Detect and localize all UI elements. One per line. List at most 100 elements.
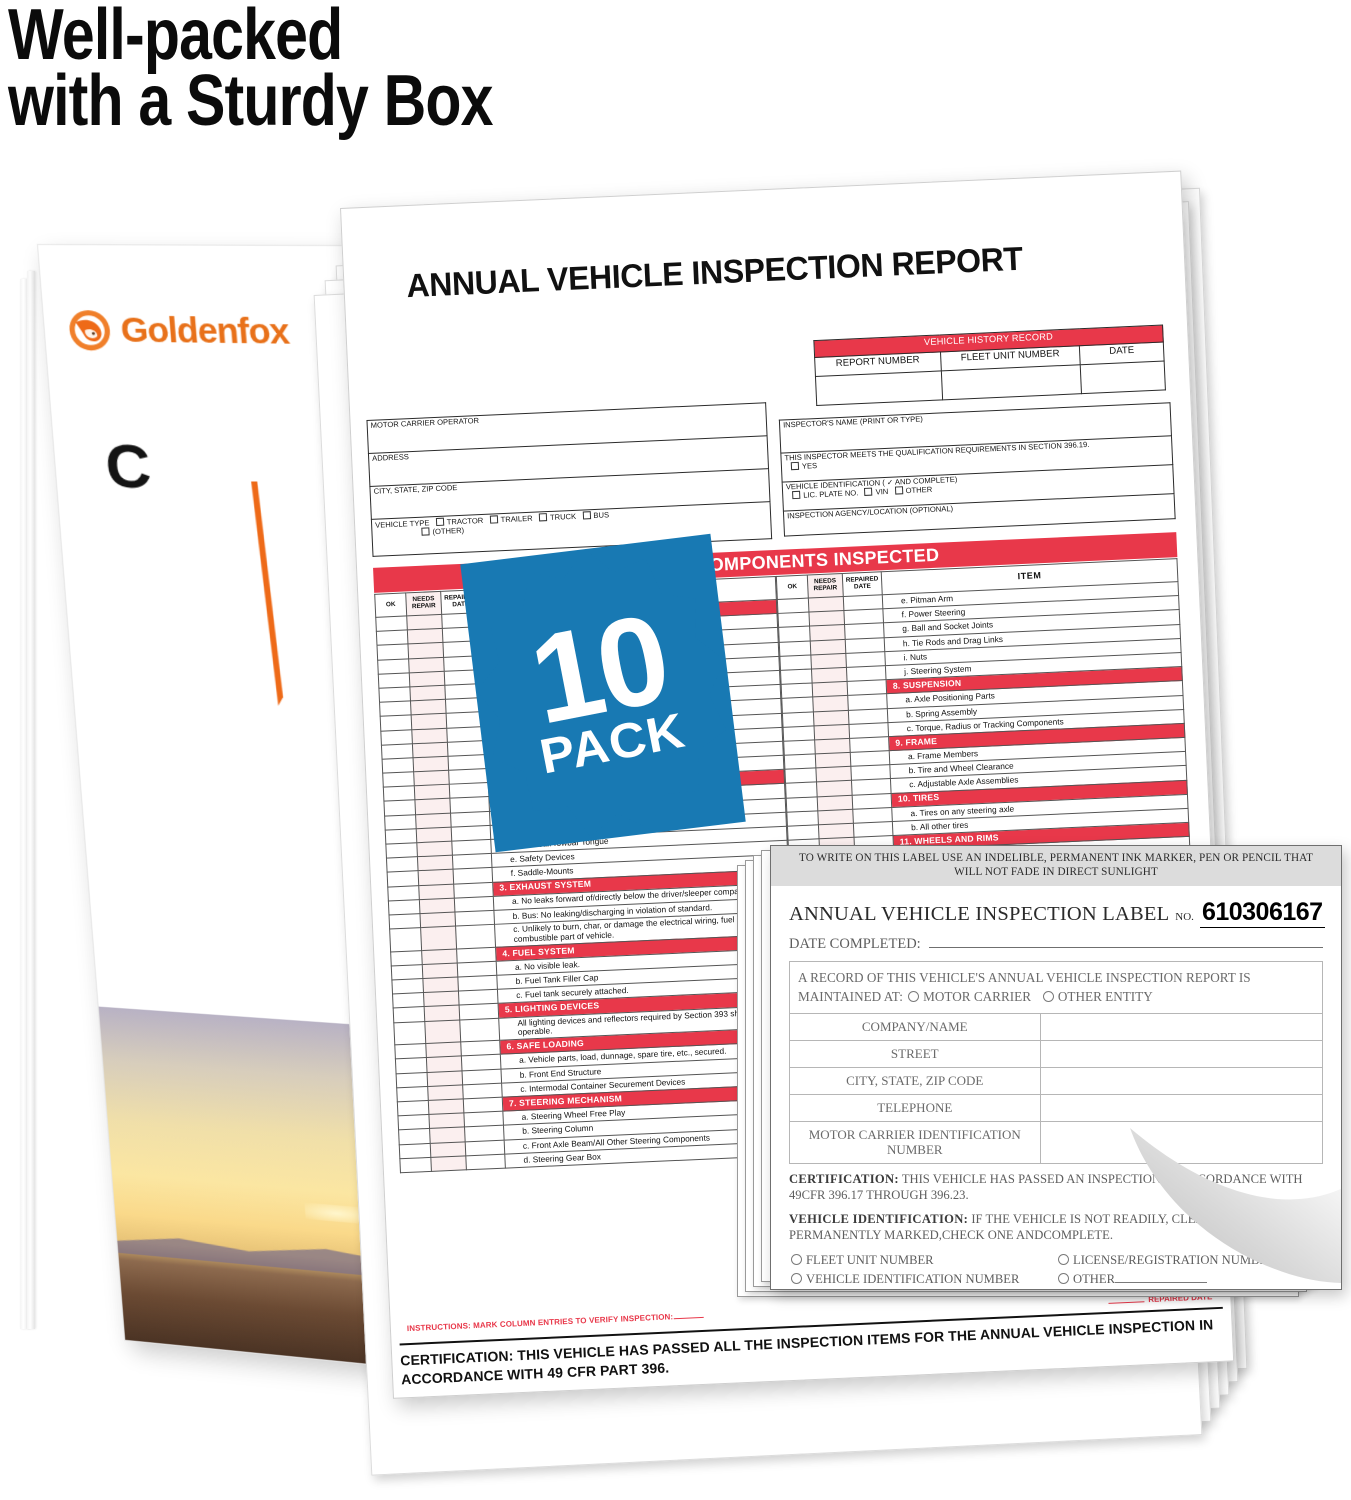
cell-ok[interactable] <box>393 1006 425 1023</box>
cell-ok[interactable] <box>393 1021 426 1046</box>
radio-vin-number[interactable] <box>791 1273 802 1285</box>
cell-ok[interactable] <box>399 1142 431 1159</box>
cell-ok[interactable] <box>779 654 812 671</box>
cell-nr[interactable] <box>418 883 455 900</box>
cell-ok[interactable] <box>390 950 423 966</box>
cell-nr[interactable] <box>810 639 846 655</box>
cell-ok[interactable] <box>777 612 810 628</box>
checkbox-bus[interactable] <box>582 511 591 520</box>
cell-ok[interactable] <box>388 899 420 915</box>
cell-nr[interactable] <box>412 741 448 758</box>
cell-ok[interactable] <box>391 964 423 981</box>
cell-nr[interactable] <box>416 826 452 843</box>
row-input-city[interactable] <box>1039 1066 1323 1095</box>
checkbox-other-type[interactable] <box>421 527 430 537</box>
radio-fleet-unit[interactable] <box>791 1254 802 1266</box>
cell-nr[interactable] <box>815 752 851 769</box>
cell-ok[interactable] <box>387 885 420 901</box>
radio-other-id-label[interactable] <box>1058 1273 1069 1285</box>
cell-ok[interactable] <box>784 768 817 784</box>
cell-ok[interactable] <box>375 615 408 632</box>
cell-ok[interactable] <box>399 1157 432 1173</box>
cell-nr[interactable] <box>419 897 455 914</box>
cell-ok[interactable] <box>398 1128 431 1145</box>
cell-ok[interactable] <box>383 786 415 802</box>
checkbox-trailer[interactable] <box>489 515 498 524</box>
cell-ok[interactable] <box>389 927 422 952</box>
cell-ok[interactable] <box>783 725 815 742</box>
cell-ok[interactable] <box>783 739 816 756</box>
cell-ok[interactable] <box>785 782 818 798</box>
cell-ok[interactable] <box>781 683 813 699</box>
cell-ok[interactable] <box>384 814 417 830</box>
cell-nr[interactable] <box>817 794 853 811</box>
cell-nr[interactable] <box>810 653 847 669</box>
cell-ok[interactable] <box>382 757 414 774</box>
cell-nr[interactable] <box>816 780 853 797</box>
vhr-input-report[interactable] <box>815 370 943 406</box>
row-input-street[interactable] <box>1039 1039 1323 1068</box>
cell-nr[interactable] <box>809 624 846 641</box>
cell-ok[interactable] <box>379 700 412 717</box>
checkbox-truck[interactable] <box>538 513 548 522</box>
cell-nr[interactable] <box>422 977 459 993</box>
cell-ok[interactable] <box>780 668 813 685</box>
cell-ok[interactable] <box>391 978 424 995</box>
cell-ok[interactable] <box>386 856 419 873</box>
cell-nr[interactable] <box>406 614 443 631</box>
cell-nr[interactable] <box>422 962 458 979</box>
cell-ok[interactable] <box>395 1057 428 1074</box>
cell-nr[interactable] <box>411 713 447 730</box>
cell-nr[interactable] <box>430 1141 466 1158</box>
cell-ok[interactable] <box>383 800 416 816</box>
row-input-telephone[interactable] <box>1039 1093 1323 1122</box>
cell-nr[interactable] <box>428 1113 465 1129</box>
checkbox-lic-plate[interactable] <box>792 491 801 500</box>
cell-ok[interactable] <box>396 1086 429 1102</box>
checkbox-vin[interactable] <box>864 487 873 497</box>
radio-other-entity[interactable] <box>1042 991 1054 1003</box>
cell-ok[interactable] <box>396 1072 428 1088</box>
cell-ok[interactable] <box>781 697 814 713</box>
cell-nr[interactable] <box>815 766 852 783</box>
cell-nr[interactable] <box>808 596 844 613</box>
cell-ok[interactable] <box>786 810 819 827</box>
cell-nr[interactable] <box>418 869 454 886</box>
vhr-input-date[interactable] <box>1080 360 1166 394</box>
cell-ok[interactable] <box>376 630 408 646</box>
cell-nr[interactable] <box>430 1155 467 1172</box>
cell-ok[interactable] <box>380 715 412 731</box>
cell-nr[interactable] <box>429 1127 466 1143</box>
cell-nr[interactable] <box>417 855 454 872</box>
cell-ok[interactable] <box>382 771 415 788</box>
cell-nr[interactable] <box>426 1056 462 1073</box>
row-input-company[interactable] <box>1039 1012 1323 1041</box>
cell-ok[interactable] <box>777 598 809 614</box>
cell-nr[interactable] <box>409 671 445 687</box>
cell-ok[interactable] <box>377 658 410 675</box>
cell-ok[interactable] <box>380 729 413 745</box>
cell-rd[interactable] <box>459 1017 500 1043</box>
cell-ok[interactable] <box>378 672 410 689</box>
cell-nr[interactable] <box>409 685 446 701</box>
label-date-completed[interactable]: DATE COMPLETED: <box>771 928 1341 953</box>
cell-ok[interactable] <box>778 626 811 642</box>
cell-ok[interactable] <box>787 824 820 841</box>
cell-ok[interactable] <box>779 640 811 657</box>
cell-ok[interactable] <box>782 711 814 727</box>
cell-nr[interactable] <box>421 948 458 965</box>
cell-ok[interactable] <box>378 686 411 703</box>
cell-ok[interactable] <box>786 796 818 813</box>
radio-license-reg[interactable] <box>1058 1254 1069 1266</box>
cell-nr[interactable] <box>411 727 448 744</box>
cell-ok[interactable] <box>381 743 414 760</box>
cell-nr[interactable] <box>812 681 848 698</box>
cell-nr[interactable] <box>817 809 854 825</box>
vhr-input-fleet[interactable] <box>940 364 1082 400</box>
cell-nr[interactable] <box>414 798 451 815</box>
radio-motor-carrier[interactable] <box>908 991 920 1003</box>
cell-ok[interactable] <box>385 828 417 845</box>
cell-nr[interactable] <box>413 756 449 772</box>
checkbox-other-id[interactable] <box>894 486 903 495</box>
cell-nr[interactable] <box>814 738 851 754</box>
